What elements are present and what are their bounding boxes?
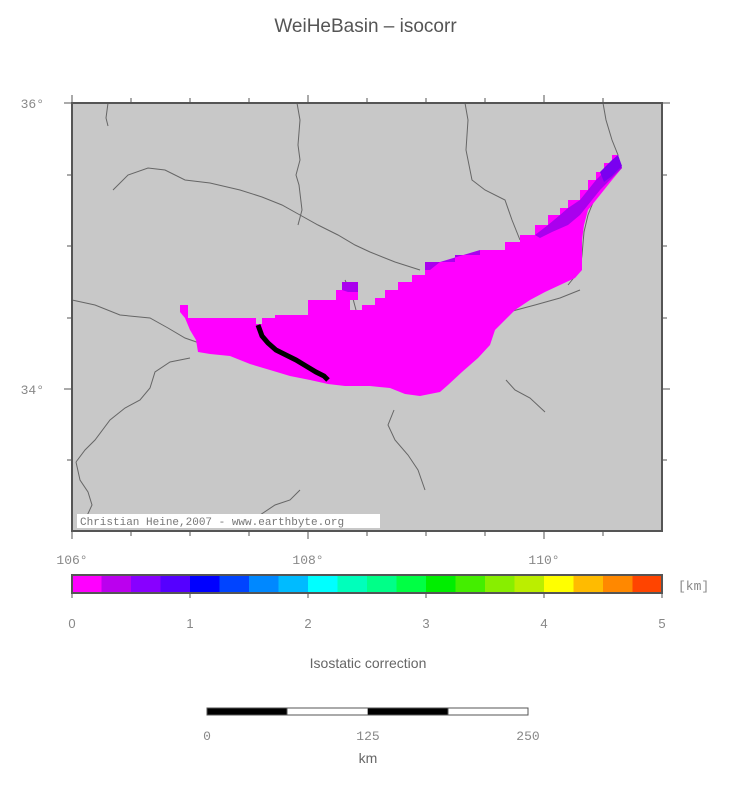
colorbar	[72, 575, 663, 593]
colorbar-cell	[72, 575, 102, 593]
colorbar-cell	[131, 575, 161, 593]
colorbar-tick-3: 3	[422, 616, 429, 631]
colorbar-cell	[190, 575, 220, 593]
colorbar-cell	[573, 575, 604, 593]
scale-tick-0: 0	[203, 729, 211, 744]
colorbar-cell	[514, 575, 545, 593]
colorbar-cell	[249, 575, 279, 593]
lon-label-108: 108°	[292, 553, 323, 568]
colorbar-cell	[160, 575, 191, 593]
scale-tick-250: 250	[516, 729, 539, 744]
scale-bar	[206, 707, 529, 716]
credit-text: Christian Heine,2007 - www.earthbyte.org	[80, 517, 344, 529]
colorbar-cell	[426, 575, 456, 593]
colorbar-label: Isostatic correction	[310, 655, 427, 671]
colorbar-cell	[455, 575, 486, 593]
colorbar-tick-0: 0	[68, 616, 75, 631]
colorbar-cell	[101, 575, 132, 593]
lat-label-36: 36°	[21, 97, 44, 112]
scale-unit: km	[359, 750, 378, 766]
map-title: WeiHeBasin – isocorr	[274, 16, 457, 37]
lat-label-34: 34°	[21, 383, 44, 398]
colorbar-frame	[71, 574, 663, 594]
colorbar-cell	[485, 575, 515, 593]
scale-tick-125: 125	[356, 729, 379, 744]
colorbar-cell	[603, 575, 633, 593]
colorbar-cell	[632, 575, 663, 593]
credit-box	[77, 514, 380, 528]
basin-region	[180, 155, 622, 396]
colorbar-cell	[367, 575, 397, 593]
colorbar-unit: [km]	[678, 579, 709, 594]
colorbar-tick-4: 4	[540, 616, 547, 631]
map-ticks	[64, 95, 670, 539]
colorbar-ticks	[71, 593, 663, 598]
colorbar-cell	[219, 575, 250, 593]
lon-label-110: 110°	[528, 553, 559, 568]
colorbar-cell	[396, 575, 427, 593]
colorbar-tick-5: 5	[658, 616, 665, 631]
colorbar-cell	[278, 575, 309, 593]
colorbar-cell	[337, 575, 368, 593]
colorbar-tick-2: 2	[304, 616, 311, 631]
colorbar-tick-1: 1	[186, 616, 193, 631]
colorbar-cell	[544, 575, 574, 593]
lon-label-106: 106°	[56, 553, 87, 568]
colorbar-cell	[308, 575, 338, 593]
